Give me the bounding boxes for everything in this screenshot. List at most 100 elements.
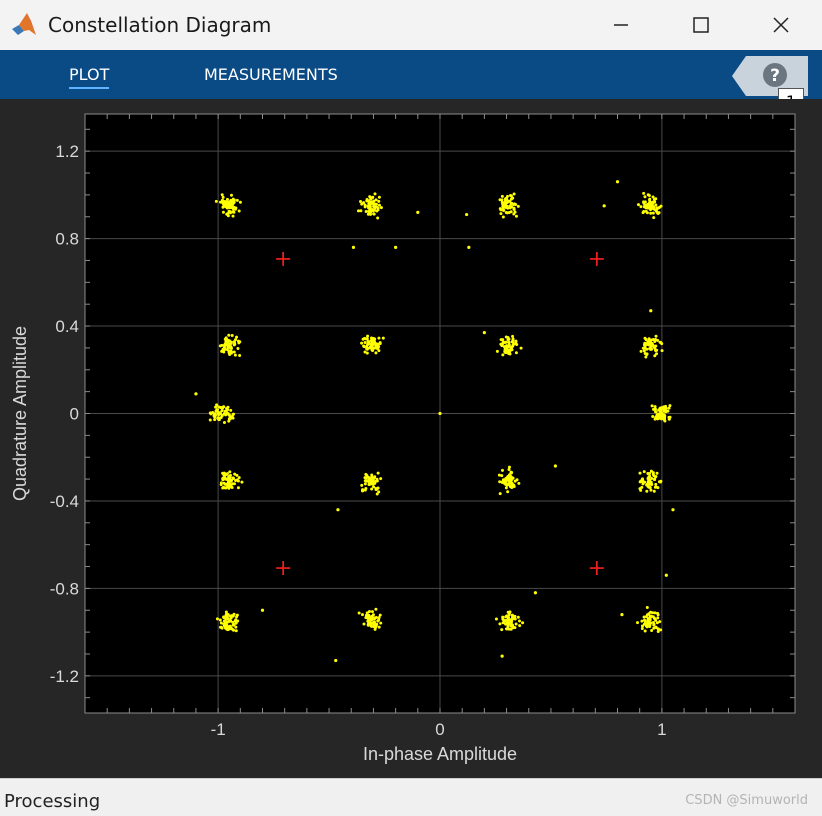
received-symbol-point — [640, 619, 644, 623]
received-symbol-point — [654, 482, 658, 486]
received-symbol-point — [638, 471, 642, 475]
received-symbol-point — [511, 334, 515, 338]
received-symbol-point — [370, 487, 374, 491]
received-symbol-point — [511, 338, 515, 342]
received-symbol-point — [642, 201, 646, 205]
tab-measurements[interactable]: MEASUREMENTS — [204, 65, 338, 84]
received-symbol-point — [521, 621, 525, 625]
received-symbol-point — [503, 202, 507, 206]
received-symbol-point — [361, 337, 365, 341]
received-symbol-point — [225, 620, 229, 624]
received-symbol-point — [369, 209, 373, 213]
received-symbol-point — [235, 473, 239, 477]
received-symbol-point — [233, 353, 237, 357]
received-symbol-point — [651, 414, 655, 418]
received-symbol-point — [639, 349, 643, 353]
received-symbol-point — [370, 624, 374, 628]
received-symbol-point — [367, 478, 371, 482]
title-bar: Constellation Diagram — [0, 0, 822, 50]
help-button[interactable]: ? — [732, 56, 808, 96]
received-symbol-point — [659, 479, 663, 483]
received-symbol-point — [364, 487, 368, 491]
received-symbol-point — [510, 619, 514, 623]
received-symbol-point — [222, 471, 226, 475]
received-symbol-point — [513, 626, 517, 630]
received-symbol-point — [640, 624, 644, 628]
received-symbol-point — [373, 627, 377, 631]
received-symbol-point — [642, 615, 646, 619]
received-symbol-point — [208, 411, 212, 415]
received-symbol-point — [227, 200, 231, 204]
received-symbol-point — [213, 418, 217, 422]
received-symbol-point — [644, 206, 648, 210]
received-symbol-point — [364, 337, 368, 341]
received-symbol-point — [222, 350, 226, 354]
received-symbol-point — [416, 210, 420, 214]
received-symbol-point — [233, 619, 237, 623]
received-symbol-point — [640, 626, 644, 630]
received-symbol-point — [362, 201, 366, 205]
received-symbol-point — [221, 476, 225, 480]
received-symbol-point — [501, 615, 505, 619]
received-symbol-point — [643, 618, 647, 622]
received-symbol-point — [517, 619, 521, 623]
received-symbol-point — [370, 610, 374, 614]
received-symbol-point — [377, 616, 381, 620]
minimize-button[interactable] — [598, 0, 644, 50]
received-symbol-point — [642, 470, 646, 474]
received-symbol-point — [643, 480, 647, 484]
received-symbol-point — [497, 473, 501, 477]
received-symbol-point — [236, 339, 240, 343]
received-symbol-point — [514, 351, 518, 355]
received-symbol-point — [229, 408, 233, 412]
received-symbol-point — [229, 616, 233, 620]
received-symbol-point — [639, 205, 643, 209]
received-symbol-point — [223, 409, 227, 413]
tab-plot[interactable]: PLOT — [69, 65, 110, 89]
received-symbol-point — [653, 611, 657, 615]
y-tick-label: -0.8 — [50, 579, 79, 598]
received-symbol-point — [236, 347, 240, 351]
y-tick-label: 0.8 — [55, 230, 79, 249]
received-symbol-point — [219, 200, 223, 204]
received-symbol-point — [655, 621, 659, 625]
received-symbol-point — [367, 199, 371, 203]
received-symbol-point — [500, 628, 504, 632]
x-axis-label: In-phase Amplitude — [363, 744, 517, 764]
received-symbol-point — [664, 406, 668, 410]
received-symbol-point — [232, 198, 236, 202]
received-symbol-point — [229, 619, 233, 623]
received-symbol-point — [221, 210, 225, 214]
received-symbol-point — [651, 204, 655, 208]
close-icon — [773, 17, 789, 33]
received-symbol-point — [533, 591, 538, 595]
y-tick-label: -0.4 — [50, 492, 79, 511]
received-symbol-point — [226, 408, 230, 412]
received-symbol-point — [505, 482, 509, 486]
received-symbol-point — [642, 191, 646, 195]
received-symbol-point — [227, 333, 231, 337]
received-symbol-point — [512, 206, 516, 210]
received-symbol-point — [377, 203, 381, 207]
received-symbol-point — [516, 615, 520, 619]
maximize-button[interactable] — [678, 0, 724, 50]
received-symbol-point — [643, 629, 647, 633]
received-symbol-point — [639, 488, 643, 492]
received-symbol-point — [510, 201, 514, 205]
received-symbol-point — [370, 473, 374, 477]
received-symbol-point — [648, 347, 652, 351]
received-symbol-point — [668, 404, 672, 408]
received-symbol-point — [499, 212, 503, 216]
received-symbol-point — [660, 342, 664, 346]
received-symbol-point — [498, 198, 502, 202]
close-button[interactable] — [758, 0, 804, 50]
received-symbol-point — [656, 630, 660, 634]
received-symbol-point — [214, 405, 218, 409]
received-symbol-point — [653, 485, 657, 489]
received-symbol-point — [644, 209, 648, 213]
received-symbol-point — [375, 479, 379, 483]
received-symbol-point — [660, 349, 664, 353]
received-symbol-point — [648, 485, 652, 489]
received-symbol-point — [506, 490, 510, 494]
received-symbol-point — [364, 613, 368, 617]
